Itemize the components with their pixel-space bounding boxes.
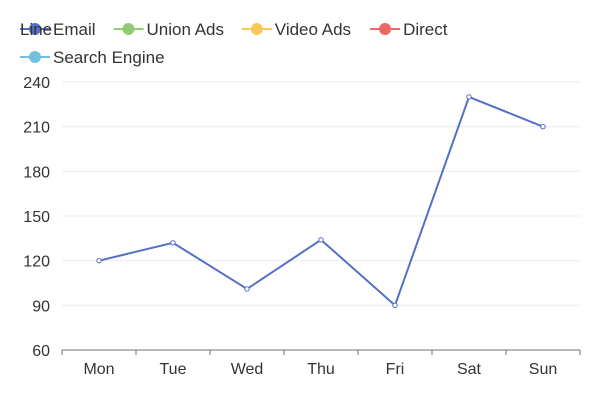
series-line-email [98, 95, 544, 307]
x-tick-label: Sun [529, 361, 557, 378]
data-point [244, 286, 250, 292]
data-point [392, 302, 398, 309]
chart-title: Line [20, 20, 52, 39]
y-tick-label: 60 [32, 343, 50, 360]
data-point [540, 123, 546, 130]
x-tick-label: Thu [307, 361, 335, 378]
y-tick-label: 210 [23, 120, 50, 137]
legend-circle-marker [250, 23, 263, 35]
legend-circle-marker [122, 23, 135, 35]
legend-circle-marker [379, 23, 392, 35]
y-tick-label: 240 [23, 75, 50, 92]
data-point [318, 237, 324, 243]
legend-item-video-ads[interactable]: Video Ads [241, 20, 351, 39]
x-tick-label: Wed [231, 361, 264, 378]
x-tick-label: Fri [386, 361, 405, 378]
legend-item-union-ads[interactable]: Union Ads [113, 20, 225, 39]
y-tick-label: 90 [32, 298, 50, 315]
x-axis-tick-labels: Mon Tue Wed Thu Fri Sat Sun [83, 361, 557, 378]
y-axis-tick-labels: 60 90 120 150 180 210 240 [23, 75, 50, 360]
x-axis [61, 349, 581, 355]
legend-label: Union Ads [147, 20, 225, 39]
y-tick-label: 120 [23, 254, 50, 271]
y-tick-label: 150 [23, 209, 50, 226]
x-tick-label: Mon [83, 361, 114, 378]
legend-label: Direct [403, 20, 448, 39]
legend-label: Search Engine [53, 48, 165, 67]
series-lines [96, 94, 546, 309]
data-point [170, 240, 176, 246]
legend-item-search-engine[interactable]: Search Engine [20, 48, 165, 67]
legend-label: Email [53, 20, 96, 39]
legend-item-direct[interactable]: Direct [370, 20, 448, 39]
y-tick-label: 180 [23, 164, 50, 181]
legend-item-email[interactable]: Email [20, 20, 96, 39]
x-tick-label: Sat [457, 361, 482, 378]
grid-lines [62, 81, 580, 306]
legend-circle-marker [29, 51, 41, 63]
data-point [96, 257, 102, 264]
x-tick-label: Tue [160, 361, 187, 378]
legend: Email Union Ads Video Ads Direct Search Engi… [20, 20, 448, 67]
legend-label: Video Ads [275, 20, 351, 39]
data-point [466, 94, 472, 100]
legend-circle-marker [29, 23, 41, 35]
